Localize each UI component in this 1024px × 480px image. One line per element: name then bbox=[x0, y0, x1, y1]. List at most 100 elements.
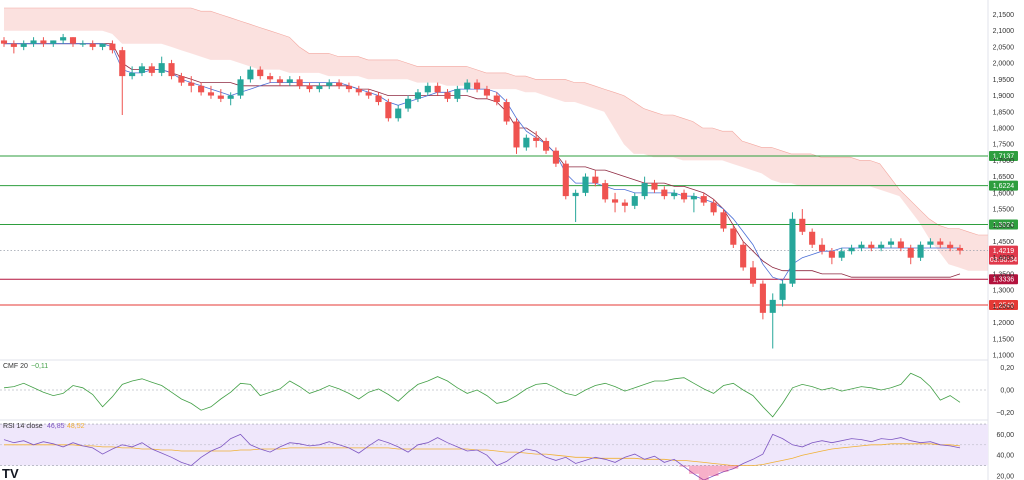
candle-body bbox=[10, 43, 17, 47]
rsi-line bbox=[3, 433, 961, 480]
candle-body bbox=[148, 66, 155, 73]
level-badge-label: 1,7137 bbox=[993, 153, 1015, 160]
candle-body bbox=[690, 196, 697, 200]
rsi-tick-label: 40,00 bbox=[996, 453, 1014, 460]
price-tick-label: 1,3000 bbox=[993, 288, 1015, 295]
candle-body bbox=[562, 163, 569, 197]
cmf-panel: 0,20 0,00 −0,20 bbox=[0, 365, 1014, 418]
candle-body bbox=[611, 199, 619, 203]
candle-body bbox=[247, 69, 254, 80]
candle-body bbox=[710, 202, 717, 213]
cloud-span-a bbox=[4, 7, 988, 236]
candle-body bbox=[40, 40, 47, 44]
candle-body bbox=[296, 79, 303, 86]
cmf-tick-label: 0,00 bbox=[1000, 388, 1014, 395]
candle-body bbox=[257, 69, 264, 77]
current-price-label: 1,4219 bbox=[993, 248, 1015, 255]
price-tick-label: 1,9000 bbox=[993, 93, 1015, 100]
tradingview-logo[interactable]: TV bbox=[2, 466, 19, 480]
candle-body bbox=[375, 95, 382, 103]
candle-body bbox=[69, 37, 77, 44]
candle-body bbox=[99, 43, 106, 47]
candle-body bbox=[385, 102, 392, 119]
candle-body bbox=[592, 176, 599, 184]
candle-body bbox=[671, 192, 678, 197]
candle-body bbox=[30, 40, 37, 44]
level-badge-label: 1,6224 bbox=[993, 183, 1015, 190]
candle-body bbox=[444, 92, 451, 99]
candle-body bbox=[109, 43, 116, 51]
candlesticks[interactable] bbox=[0, 33, 964, 349]
candle-body bbox=[365, 92, 372, 96]
candle-body bbox=[937, 241, 944, 245]
candle-body bbox=[759, 283, 766, 313]
candle-body bbox=[178, 76, 185, 83]
rsi-ma-line bbox=[4, 443, 961, 466]
candle-body bbox=[720, 212, 727, 229]
ichimoku-cloud bbox=[4, 7, 988, 271]
price-tick-label: 1,1000 bbox=[993, 353, 1015, 360]
candle-body bbox=[661, 189, 668, 197]
candle-body bbox=[700, 196, 707, 203]
candle-body bbox=[434, 85, 441, 93]
candle-body bbox=[769, 299, 776, 313]
candle-body bbox=[237, 79, 244, 96]
candle-body bbox=[947, 244, 954, 248]
candle-body bbox=[454, 89, 461, 99]
candle-body bbox=[188, 82, 195, 86]
candle-body bbox=[730, 228, 737, 245]
rsi-tick-label: 60,00 bbox=[996, 432, 1014, 439]
candle-body bbox=[276, 79, 284, 83]
price-tick-label: 1,6500 bbox=[993, 174, 1015, 181]
candle-body bbox=[621, 202, 628, 206]
candle-body bbox=[740, 244, 747, 268]
candle-body bbox=[50, 40, 57, 44]
candle-body bbox=[138, 66, 146, 73]
candle-body bbox=[89, 43, 96, 47]
price-tick-label: 1,4000 bbox=[993, 255, 1015, 262]
candle-body bbox=[602, 183, 609, 200]
candle-body bbox=[227, 95, 234, 99]
candle-body bbox=[927, 241, 934, 245]
price-axis[interactable]: 2,1500 2,1000 2,0500 2,0000 1,9500 1,9000 1,85… bbox=[993, 12, 1015, 360]
price-tick-label: 1,2000 bbox=[993, 320, 1015, 327]
candle-body bbox=[493, 95, 500, 103]
candle-body bbox=[168, 63, 175, 77]
cmf-tick-label: −0,20 bbox=[996, 410, 1014, 417]
candle-body bbox=[523, 137, 530, 148]
candle-body bbox=[286, 79, 293, 83]
candle-body bbox=[119, 50, 126, 77]
level-badge-label: 1,5024 bbox=[993, 222, 1015, 229]
candle-body bbox=[267, 76, 274, 80]
rsi-panel: 60,00 40,00 20,00 bbox=[0, 423, 1014, 480]
candle-body bbox=[464, 82, 471, 90]
rsi-tick-label: 20,00 bbox=[996, 473, 1014, 480]
countdown-label: 03:50:34 bbox=[990, 257, 1017, 264]
logo-text: TV bbox=[2, 466, 19, 480]
candle-body bbox=[887, 241, 895, 245]
price-tick-label: 1,8000 bbox=[993, 125, 1015, 132]
price-tick-label: 1,4500 bbox=[993, 239, 1015, 246]
candle-body bbox=[680, 192, 688, 200]
cmf-tick-label: 0,20 bbox=[1000, 365, 1014, 372]
candle-body bbox=[878, 244, 885, 248]
candle-body bbox=[799, 218, 806, 232]
candle-body bbox=[129, 72, 136, 77]
rsi-legend-title: RSI 14 close bbox=[3, 423, 43, 430]
candle-body bbox=[0, 40, 8, 44]
price-tick-label: 2,1500 bbox=[993, 12, 1015, 19]
candle-body bbox=[483, 89, 490, 96]
level-badge bbox=[989, 274, 1018, 285]
candle-body bbox=[345, 85, 353, 90]
candle-body bbox=[818, 244, 826, 252]
candle-body bbox=[424, 85, 431, 93]
candle-body bbox=[414, 92, 421, 99]
price-tick-label: 1,7500 bbox=[993, 142, 1015, 149]
price-tick-label: 2,0500 bbox=[993, 44, 1015, 51]
level-badge bbox=[989, 150, 1018, 161]
candle-body bbox=[503, 102, 510, 122]
price-tick-label: 1,8500 bbox=[993, 109, 1015, 116]
candle-body bbox=[789, 218, 796, 284]
level-badge bbox=[989, 180, 1018, 191]
